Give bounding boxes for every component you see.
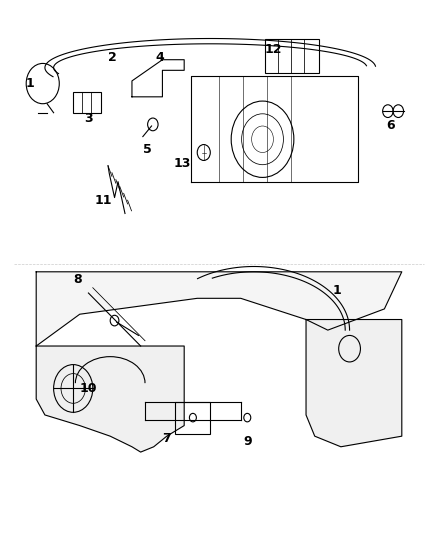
Text: 10: 10: [80, 382, 97, 395]
Bar: [265, 38, 319, 73]
Text: 12: 12: [265, 43, 282, 55]
Text: 5: 5: [143, 143, 152, 156]
Text: 4: 4: [156, 51, 165, 63]
Polygon shape: [36, 272, 402, 346]
Bar: [176, 402, 210, 433]
Text: 6: 6: [387, 119, 395, 133]
Bar: [73, 92, 102, 113]
Text: 8: 8: [73, 273, 82, 286]
Text: 13: 13: [173, 157, 191, 169]
Text: 11: 11: [95, 193, 113, 207]
Text: 7: 7: [162, 432, 171, 446]
Polygon shape: [36, 346, 184, 452]
Text: 2: 2: [108, 51, 117, 63]
Text: 1: 1: [25, 77, 34, 90]
Text: 3: 3: [84, 111, 93, 125]
Text: 9: 9: [243, 435, 251, 448]
Polygon shape: [306, 319, 402, 447]
Text: 1: 1: [332, 284, 341, 297]
